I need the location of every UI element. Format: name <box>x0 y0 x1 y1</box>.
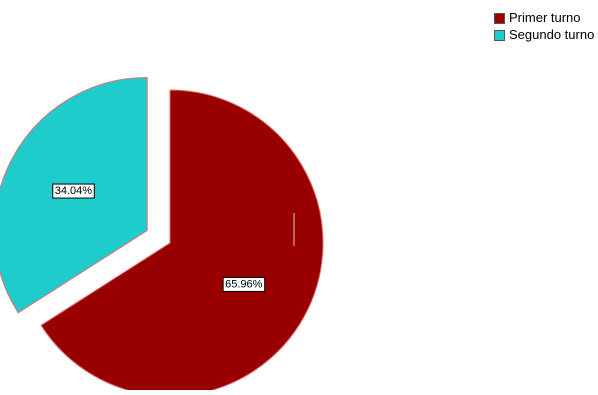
pie-slice-primer-turno <box>40 89 324 395</box>
legend-swatch-primer-turno <box>494 12 505 24</box>
legend-label-primer-turno: Primer turno <box>509 10 581 25</box>
svg-text:65.96%: 65.96% <box>225 278 263 290</box>
data-label-primer-turno: 65.96% <box>222 276 266 292</box>
legend-item-primer-turno: Primer turno <box>494 10 594 26</box>
svg-text:34.04%: 34.04% <box>55 185 93 197</box>
legend-swatch-segundo-turno <box>494 29 505 41</box>
data-label-segundo-turno: 34.04% <box>52 183 95 199</box>
legend: Primer turno Segundo turno <box>494 10 594 44</box>
legend-label-segundo-turno: Segundo turno <box>509 27 595 42</box>
legend-item-segundo-turno: Segundo turno <box>494 27 594 43</box>
